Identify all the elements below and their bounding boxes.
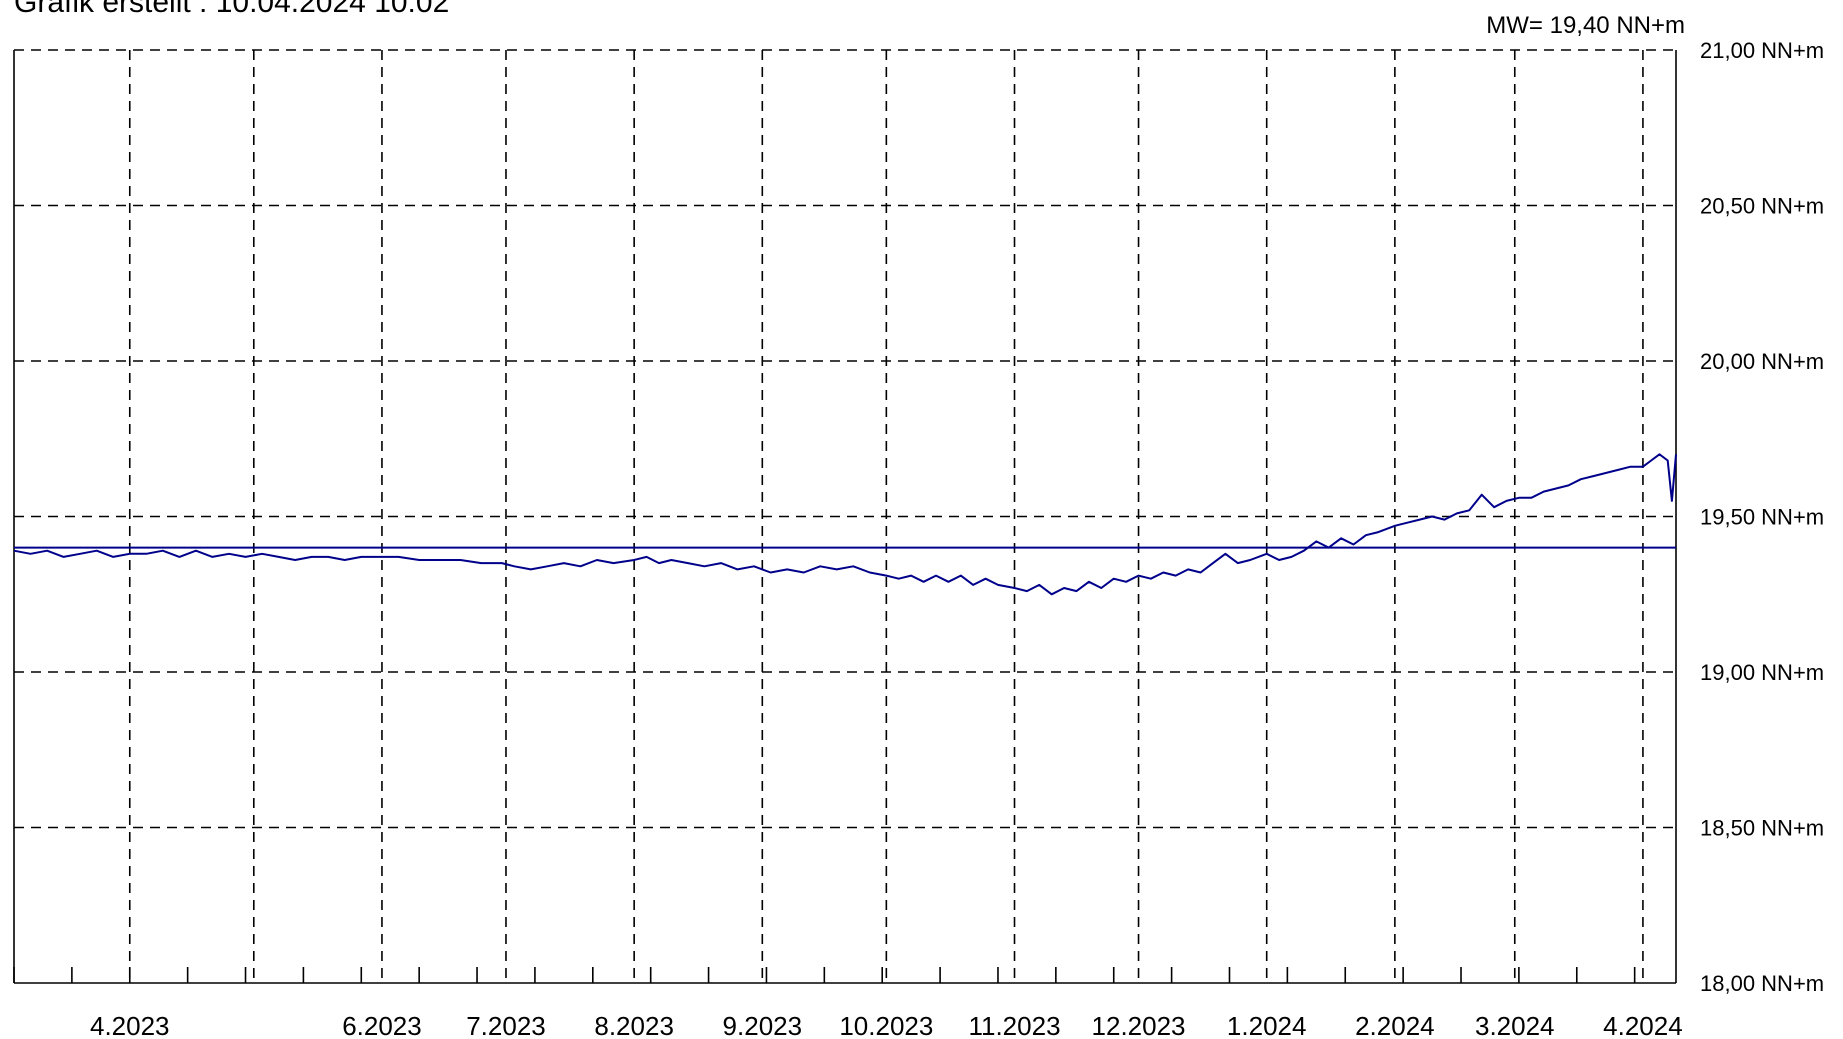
- y-tick-label: 18,00 NN+m: [1700, 971, 1824, 996]
- x-tick-label: 4.2023: [90, 1011, 170, 1039]
- y-tick-label: 19,50 NN+m: [1700, 505, 1824, 530]
- x-tick-label: 10.2023: [839, 1011, 933, 1039]
- y-tick-label: 20,00 NN+m: [1700, 349, 1824, 374]
- x-tick-label: 6.2023: [342, 1011, 422, 1039]
- series-layer: [13, 453, 1677, 596]
- y-tick-label: 19,00 NN+m: [1700, 660, 1824, 685]
- series-line: [13, 453, 1677, 596]
- y-tick-label: 20,50 NN+m: [1700, 194, 1824, 219]
- y-axis-tick-labels: 18,00 NN+m 18,50 NN+m 19,00 NN+m 19,50 NN+m…: [1700, 38, 1824, 996]
- x-tick-label: 9.2023: [723, 1011, 803, 1039]
- x-tick-label: 11.2023: [968, 1011, 1060, 1039]
- grid: [14, 49, 1676, 983]
- x-tick-label: 2.2024: [1355, 1011, 1435, 1039]
- y-tick-label: 18,50 NN+m: [1700, 816, 1824, 841]
- x-tick-label: 8.2023: [594, 1011, 674, 1039]
- x-tick-label: 12.2023: [1092, 1011, 1186, 1039]
- chart-title: Grafik erstellt : 10.04.2024 10:02: [14, 0, 449, 19]
- x-tick-label: 4.2024: [1603, 1011, 1683, 1039]
- x-tick-label: 3.2024: [1475, 1011, 1555, 1039]
- x-tick-label: 7.2023: [466, 1011, 546, 1039]
- y-tick-label: 21,00 NN+m: [1700, 38, 1824, 63]
- mean-value-label: MW= 19,40 NN+m: [1486, 12, 1685, 39]
- x-axis-tick-labels: 4.2023 6.2023 7.2023 8.2023 9.2023 10.2023 11.…: [90, 1011, 1683, 1039]
- x-tick-label: 1.2024: [1227, 1011, 1307, 1039]
- axes: [13, 50, 1677, 984]
